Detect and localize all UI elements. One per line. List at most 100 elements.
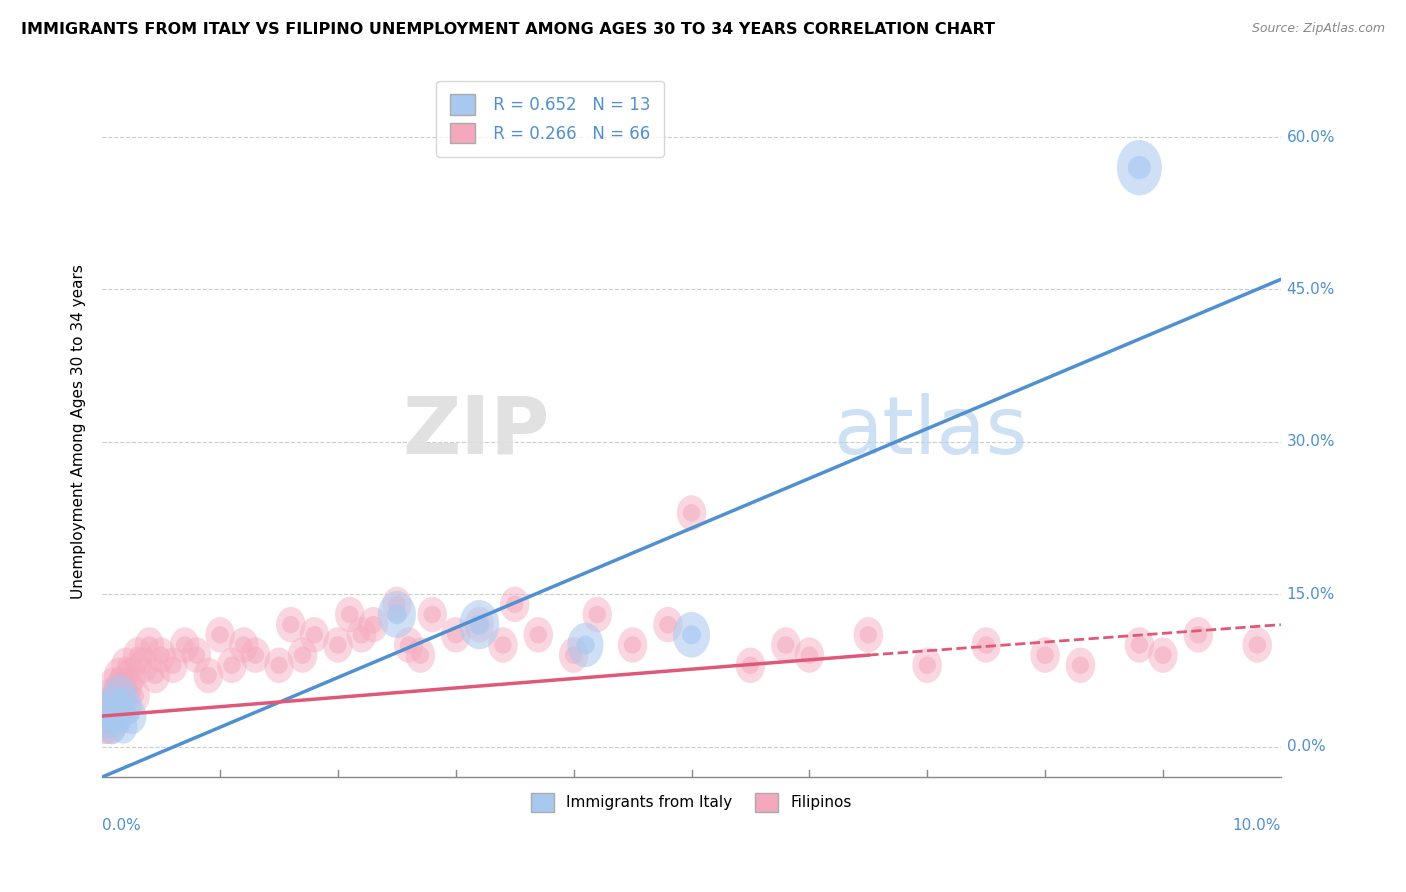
Text: 30.0%: 30.0% [1286,434,1336,450]
Ellipse shape [117,698,146,734]
Ellipse shape [460,600,499,649]
Ellipse shape [170,627,200,663]
Point [503,598,526,612]
Point [96,719,118,733]
Point [1033,648,1056,662]
Point [98,709,121,723]
Point [121,668,143,682]
Ellipse shape [441,617,471,653]
Ellipse shape [276,607,305,642]
Point [586,607,609,622]
Ellipse shape [288,638,318,673]
Point [97,709,120,723]
Ellipse shape [90,708,120,744]
Point [444,628,467,642]
Ellipse shape [105,688,135,723]
Ellipse shape [98,668,128,704]
Point [1152,648,1174,662]
Ellipse shape [676,495,706,531]
Ellipse shape [97,708,127,745]
Ellipse shape [181,638,211,673]
Ellipse shape [96,678,125,714]
Ellipse shape [93,688,122,723]
Point [173,638,195,652]
Point [110,679,132,693]
Ellipse shape [770,627,800,663]
Point [94,709,117,723]
Point [385,607,408,622]
Point [114,698,136,713]
Ellipse shape [264,648,294,683]
Point [100,689,122,703]
Text: atlas: atlas [832,392,1028,471]
Ellipse shape [117,657,146,693]
Point [468,617,491,632]
Point [562,648,585,662]
Point [100,719,122,733]
Ellipse shape [141,657,170,693]
Ellipse shape [406,638,436,673]
Ellipse shape [1116,140,1161,195]
Point [385,598,408,612]
Point [799,648,821,662]
Ellipse shape [359,607,388,642]
Ellipse shape [100,698,129,734]
Point [858,628,880,642]
Point [104,709,127,723]
Point [574,638,596,652]
Ellipse shape [135,627,165,663]
Point [105,709,128,723]
Point [143,668,166,682]
Point [132,658,155,673]
Text: 45.0%: 45.0% [1286,282,1336,297]
Text: 0.0%: 0.0% [103,818,141,832]
Point [621,638,644,652]
Ellipse shape [560,638,588,673]
Ellipse shape [418,597,447,632]
Ellipse shape [853,617,883,653]
Point [361,617,384,632]
Legend: Immigrants from Italy, Filipinos: Immigrants from Italy, Filipinos [524,787,858,818]
Ellipse shape [568,623,603,667]
Point [114,658,136,673]
Text: Source: ZipAtlas.com: Source: ZipAtlas.com [1251,22,1385,36]
Ellipse shape [501,587,530,622]
Ellipse shape [121,678,150,714]
Ellipse shape [378,591,416,638]
Point [186,648,208,662]
Ellipse shape [97,686,131,726]
Point [1069,658,1091,673]
Ellipse shape [90,694,127,739]
Ellipse shape [673,612,710,657]
Point [409,648,432,662]
Point [232,638,254,652]
Point [103,698,125,713]
Ellipse shape [122,638,152,673]
Text: 15.0%: 15.0% [1286,587,1336,602]
Ellipse shape [347,617,377,653]
Text: 60.0%: 60.0% [1286,129,1336,145]
Ellipse shape [323,627,353,663]
Point [1128,638,1150,652]
Ellipse shape [205,617,235,653]
Point [112,689,135,703]
Point [350,628,373,642]
Ellipse shape [91,698,121,734]
Ellipse shape [110,709,138,744]
Ellipse shape [1125,627,1154,663]
Point [398,638,420,652]
Point [108,698,131,713]
Ellipse shape [107,668,136,704]
Point [291,648,314,662]
Point [326,638,349,652]
Ellipse shape [111,648,141,683]
Ellipse shape [97,708,127,744]
Ellipse shape [1243,627,1272,663]
Ellipse shape [100,688,129,723]
Ellipse shape [240,638,270,673]
Point [775,638,797,652]
Point [162,658,184,673]
Point [1128,161,1150,175]
Ellipse shape [129,648,159,683]
Ellipse shape [735,648,765,683]
